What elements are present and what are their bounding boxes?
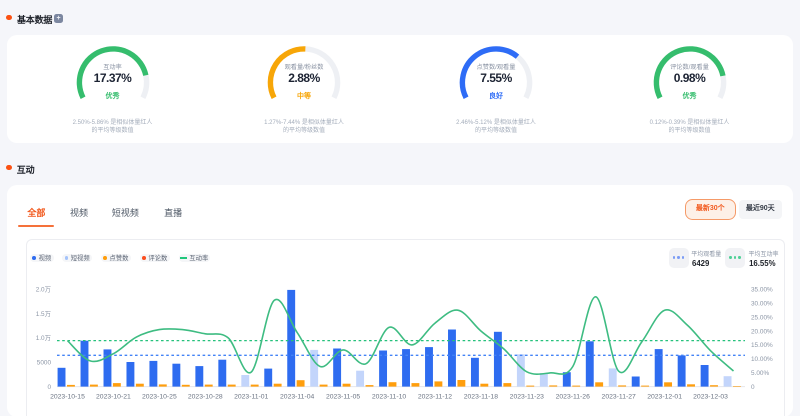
svg-text:2023-10-21: 2023-10-21 (96, 393, 131, 400)
svg-text:2023-12-03: 2023-12-03 (693, 393, 728, 400)
svg-text:2023-11-10: 2023-11-10 (372, 393, 406, 400)
svg-text:2023-11-26: 2023-11-26 (556, 393, 590, 400)
svg-text:2023-11-05: 2023-11-05 (326, 393, 360, 400)
svg-text:2023-10-28: 2023-10-28 (188, 393, 223, 400)
svg-text:2023-11-27: 2023-11-27 (602, 393, 636, 400)
svg-text:2023-11-23: 2023-11-23 (510, 393, 544, 400)
svg-text:2023-10-25: 2023-10-25 (142, 393, 177, 400)
svg-text:30.00%: 30.00% (751, 300, 773, 307)
svg-text:10.00%: 10.00% (751, 356, 773, 363)
svg-text:2023-11-12: 2023-11-12 (418, 393, 452, 400)
svg-text:1.5万: 1.5万 (36, 310, 51, 318)
svg-text:0: 0 (751, 384, 755, 391)
svg-text:1.0万: 1.0万 (36, 334, 51, 342)
svg-text:25.00%: 25.00% (751, 314, 773, 321)
svg-text:5000: 5000 (37, 360, 52, 367)
svg-text:15.00%: 15.00% (751, 342, 773, 349)
svg-text:2023-11-18: 2023-11-18 (464, 393, 498, 400)
svg-text:2023-11-01: 2023-11-01 (234, 393, 268, 400)
svg-text:2023-12-01: 2023-12-01 (647, 393, 682, 400)
svg-text:2023-11-04: 2023-11-04 (280, 393, 314, 400)
svg-text:0: 0 (47, 384, 51, 391)
svg-text:35.00%: 35.00% (751, 287, 773, 294)
svg-text:5.00%: 5.00% (751, 370, 769, 377)
svg-text:20.00%: 20.00% (751, 328, 773, 335)
svg-text:2.0万: 2.0万 (36, 286, 51, 294)
svg-text:2023-10-15: 2023-10-15 (50, 393, 85, 400)
